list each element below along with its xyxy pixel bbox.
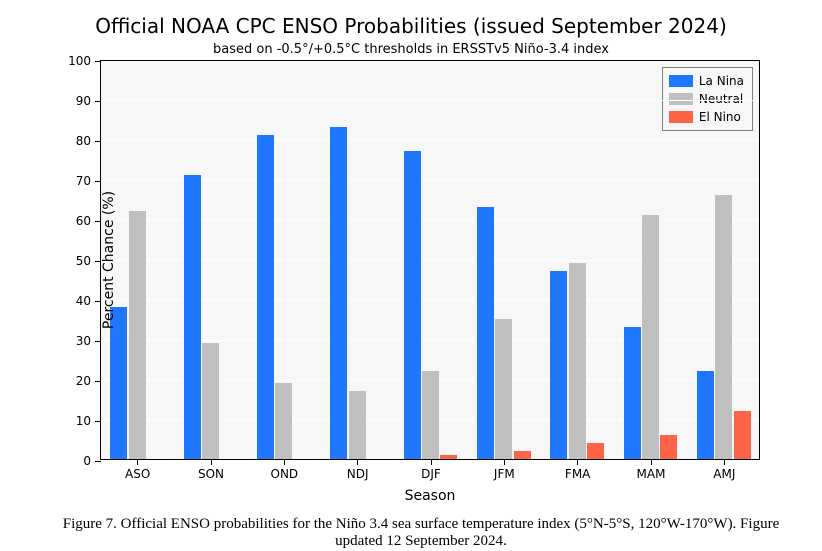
bar-la-nina bbox=[330, 127, 347, 459]
bar-neutral bbox=[569, 263, 586, 459]
x-tick-label: FMA bbox=[565, 467, 590, 481]
x-axis-label: Season bbox=[100, 488, 760, 504]
bar-el-nino bbox=[514, 451, 531, 459]
figure-container: Official NOAA CPC ENSO Probabilities (is… bbox=[0, 0, 822, 550]
x-tick-label: AMJ bbox=[713, 467, 735, 481]
x-tick-label: DJF bbox=[421, 467, 441, 481]
x-tick-label: OND bbox=[270, 467, 298, 481]
legend: La Nina Neutral El Nino bbox=[662, 67, 753, 131]
bar-la-nina bbox=[697, 371, 714, 459]
legend-item: La Nina bbox=[669, 72, 744, 90]
bar-la-nina bbox=[404, 151, 421, 459]
bar-neutral bbox=[715, 195, 732, 459]
chart-subtitle: based on -0.5°/+0.5°C thresholds in ERSS… bbox=[0, 42, 822, 57]
y-axis-label: Percent Chance (%) bbox=[40, 60, 178, 460]
legend-label: Neutral bbox=[699, 92, 743, 106]
legend-swatch bbox=[669, 111, 693, 123]
bar-el-nino bbox=[587, 443, 604, 459]
x-tick-label: NDJ bbox=[347, 467, 369, 481]
legend-item: El Nino bbox=[669, 108, 744, 126]
x-tick-label: MAM bbox=[637, 467, 666, 481]
bar-neutral bbox=[202, 343, 219, 459]
bar-la-nina bbox=[257, 135, 274, 459]
bar-la-nina bbox=[184, 175, 201, 459]
chart-title: Official NOAA CPC ENSO Probabilities (is… bbox=[0, 14, 822, 38]
figure-caption: Figure 7. Official ENSO probabilities fo… bbox=[60, 516, 782, 551]
legend-label: La Nina bbox=[699, 74, 744, 88]
legend-swatch bbox=[669, 93, 693, 105]
bar-la-nina bbox=[550, 271, 567, 459]
x-tick-label: SON bbox=[198, 467, 224, 481]
bar-la-nina bbox=[477, 207, 494, 459]
bar-el-nino bbox=[440, 455, 457, 459]
bar-el-nino bbox=[660, 435, 677, 459]
bar-neutral bbox=[349, 391, 366, 459]
legend-swatch bbox=[669, 75, 693, 87]
bar-el-nino bbox=[734, 411, 751, 459]
bar-neutral bbox=[495, 319, 512, 459]
x-tick-label: JFM bbox=[494, 467, 515, 481]
bar-neutral bbox=[422, 371, 439, 459]
x-tick-label: ASO bbox=[125, 467, 150, 481]
legend-label: El Nino bbox=[699, 110, 741, 124]
plot-area: La NinaNeutralEl Nino 010203040506070809… bbox=[100, 60, 760, 460]
bar-neutral bbox=[275, 383, 292, 459]
bar-neutral bbox=[642, 215, 659, 459]
legend-item: Neutral bbox=[669, 90, 744, 108]
bar-la-nina bbox=[624, 327, 641, 459]
